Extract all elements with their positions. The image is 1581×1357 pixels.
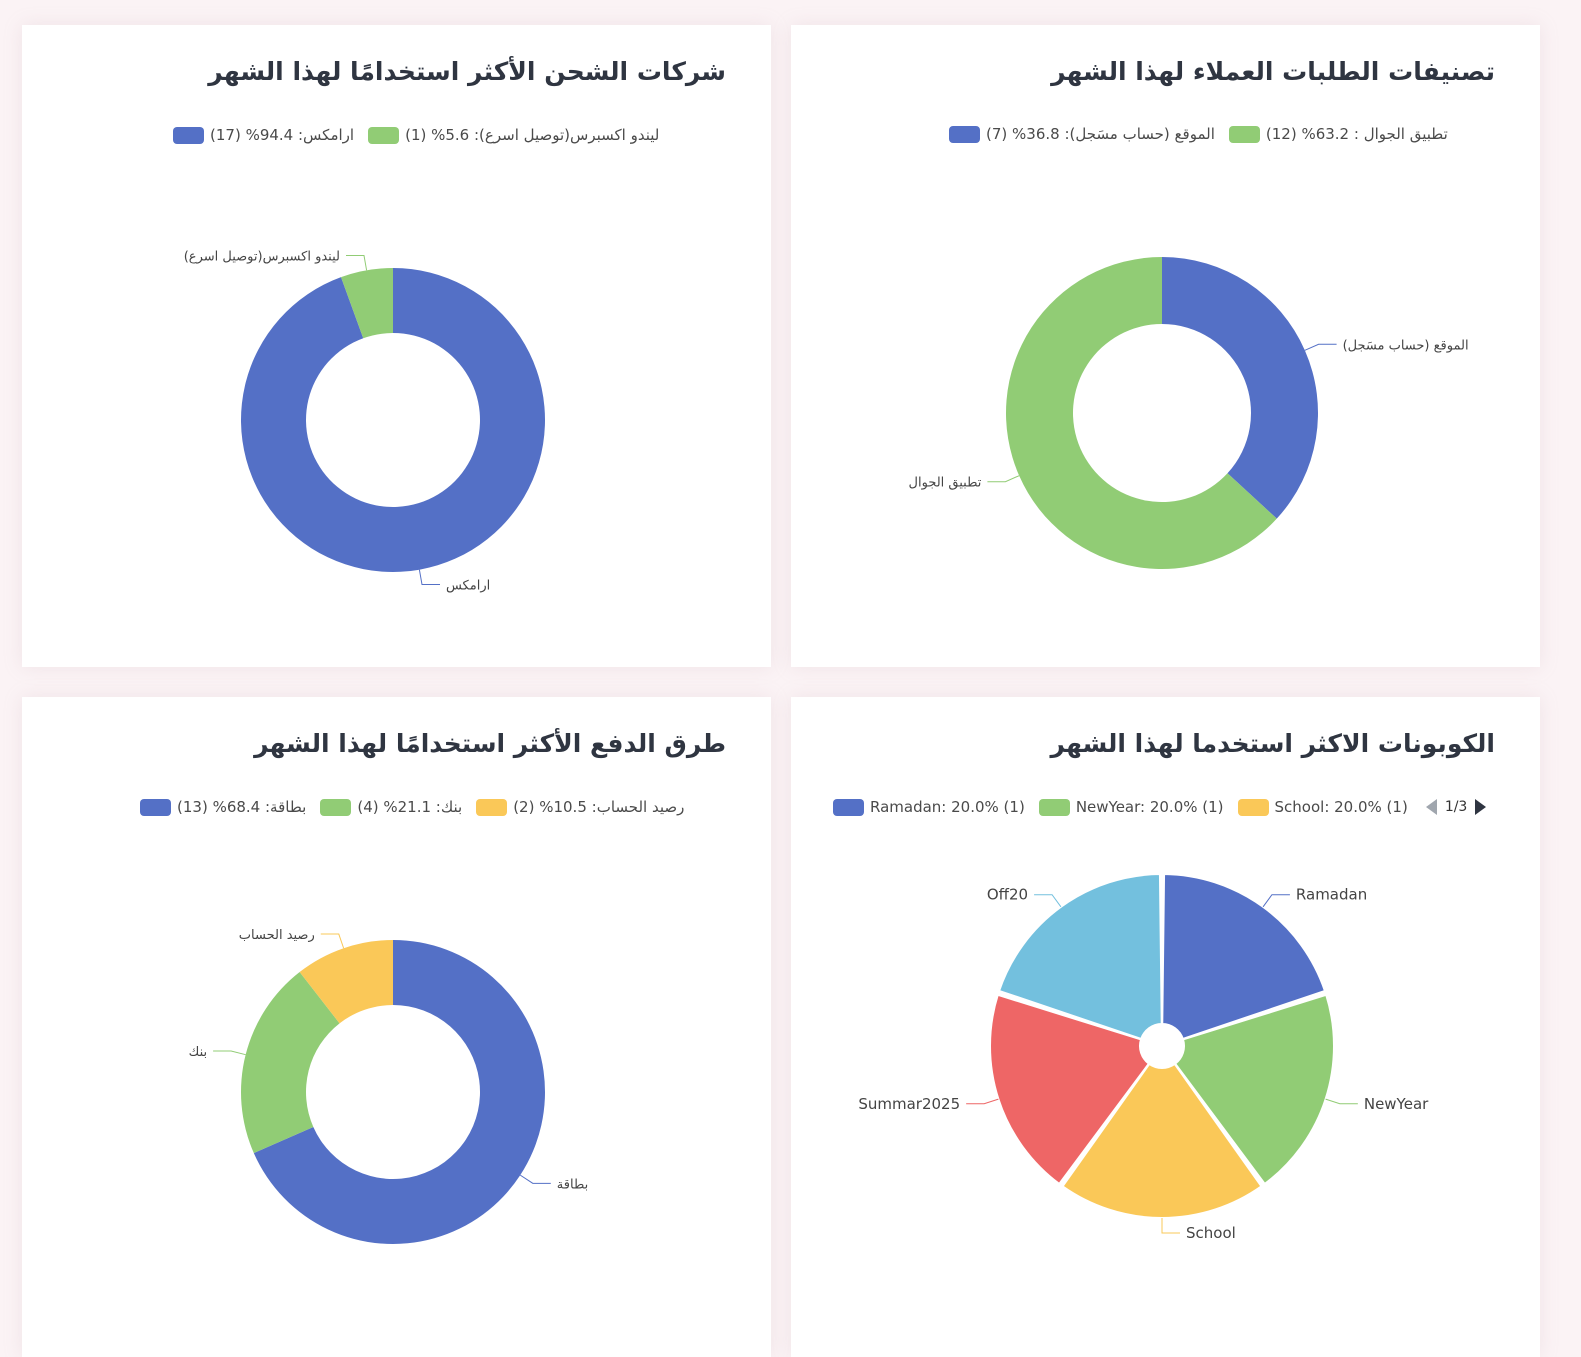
legend-text: NewYear: 20.0% (1) <box>1075 798 1224 816</box>
slice-label: Summar2025 <box>858 1095 960 1113</box>
card-title: شركات الشحن الأكثر استخدامًا لهذا الشهر <box>208 57 726 86</box>
legend-swatch <box>1237 798 1269 816</box>
pie-slice[interactable] <box>1162 257 1318 519</box>
pie-slice[interactable] <box>253 940 546 1244</box>
legend-item[interactable]: بطاقة: 68.4% (13) <box>140 798 306 816</box>
legend-item[interactable]: رصيد الحساب: 10.5% (2) <box>476 798 684 816</box>
pager-next-icon[interactable] <box>1475 799 1487 815</box>
label-line <box>418 569 440 585</box>
legend-item[interactable]: ليندو اكسبرس(توصيل اسرع): 5.6% (1) <box>368 126 659 144</box>
pie-slice[interactable] <box>241 972 340 1154</box>
chart-legend: ارامكس: 94.4% (17) ليندو اكسبرس(توصيل اس… <box>173 126 659 144</box>
chart-legend: Ramadan: 20.0% (1) NewYear: 20.0% (1) Sc… <box>833 798 1487 816</box>
card-title: تصنيفات الطلبات العملاء لهذا الشهر <box>1051 57 1495 86</box>
label-line <box>1034 894 1062 908</box>
slice-label: تطبيق الجوال <box>909 476 982 491</box>
legend-item[interactable]: الموقع (حساب مسَجل): 36.8% (7) <box>949 125 1215 143</box>
pie-slice[interactable] <box>341 268 393 339</box>
legend-item[interactable]: Ramadan: 20.0% (1) <box>833 798 1025 816</box>
legend-item[interactable]: تطبيق الجوال : 63.2% (12) <box>1228 125 1448 143</box>
slice-label: Off20 <box>987 886 1028 904</box>
legend-swatch <box>320 798 352 816</box>
pie-slice[interactable] <box>1173 993 1335 1186</box>
legend-text: بنك: 21.1% (4) <box>357 798 463 816</box>
label-line <box>346 255 368 271</box>
label-line <box>966 1098 999 1105</box>
legend-swatch <box>173 126 204 144</box>
slice-label: ارامكس <box>446 578 490 593</box>
slice-label: الموقع (حساب مسَجل) <box>1343 338 1469 353</box>
coupons-rose-chart: Ramadan NewYear School Summar2025 Off20 <box>858 872 1429 1242</box>
label-line <box>1304 343 1337 351</box>
pager-prev-icon[interactable] <box>1425 799 1437 815</box>
label-line <box>1325 1098 1358 1105</box>
card-title: الكوبونات الاكثر استخدما لهذا الشهر <box>1050 729 1495 758</box>
legend-pager: 1/3 <box>1425 799 1487 815</box>
legend-swatch <box>949 125 980 143</box>
pager-text: 1/3 <box>1444 799 1468 815</box>
slice-label: بطاقة <box>557 1177 588 1192</box>
slice-label: رصيد الحساب <box>239 928 315 943</box>
card-title: طرق الدفع الأكثر استخدامًا لهذا الشهر <box>254 729 726 758</box>
legend-item[interactable]: ارامكس: 94.4% (17) <box>173 126 354 144</box>
pie-slice[interactable] <box>241 268 545 572</box>
label-line <box>987 475 1020 483</box>
legend-text: الموقع (حساب مسَجل): 36.8% (7) <box>986 125 1215 143</box>
order-channels-chart-card: تصنيفات الطلبات العملاء لهذا الشهر الموق… <box>791 25 1540 667</box>
chart-legend: بطاقة: 68.4% (13) بنك: 21.1% (4) رصيد ال… <box>140 798 684 816</box>
chart-legend: الموقع (حساب مسَجل): 36.8% (7) تطبيق الج… <box>949 125 1448 143</box>
pie-slice[interactable] <box>989 993 1151 1186</box>
slice-label: Ramadan <box>1296 886 1367 904</box>
payment-methods-chart-card: طرق الدفع الأكثر استخدامًا لهذا الشهر بط… <box>22 697 771 1357</box>
pie-slice[interactable] <box>1006 257 1277 569</box>
pie-slice[interactable] <box>997 872 1163 1041</box>
legend-item[interactable]: School: 20.0% (1) <box>1237 798 1408 816</box>
legend-text: School: 20.0% (1) <box>1274 798 1408 816</box>
order-channels-donut-chart: الموقع (حساب مسَجل) تطبيق الجوال <box>909 257 1469 569</box>
shipping-donut-chart: ارامكس ليندو اكسبرس(توصيل اسرع) <box>184 250 545 593</box>
pie-slice[interactable] <box>299 940 393 1024</box>
legend-swatch <box>833 798 864 816</box>
legend-swatch <box>1038 798 1070 816</box>
coupons-chart-card: الكوبونات الاكثر استخدما لهذا الشهر Rama… <box>791 697 1540 1357</box>
legend-swatch <box>1228 125 1260 143</box>
slice-label: ليندو اكسبرس(توصيل اسرع) <box>184 250 340 265</box>
legend-swatch <box>368 126 400 144</box>
legend-item[interactable]: NewYear: 20.0% (1) <box>1038 798 1224 816</box>
label-line <box>519 1174 551 1184</box>
slice-label: بنك <box>189 1045 208 1060</box>
legend-swatch <box>476 798 508 816</box>
label-line <box>1262 894 1290 908</box>
legend-swatch <box>140 798 171 816</box>
label-line <box>320 933 345 949</box>
pie-slice[interactable] <box>1061 1062 1263 1219</box>
legend-text: ليندو اكسبرس(توصيل اسرع): 5.6% (1) <box>405 126 660 144</box>
payment-methods-donut-chart: بطاقة بنك رصيد الحساب <box>189 928 588 1244</box>
label-line <box>213 1050 246 1056</box>
shipping-chart-card: شركات الشحن الأكثر استخدامًا لهذا الشهر … <box>22 25 771 667</box>
legend-text: تطبيق الجوال : 63.2% (12) <box>1265 125 1448 143</box>
slice-label: NewYear <box>1364 1095 1429 1113</box>
legend-text: ارامكس: 94.4% (17) <box>210 126 355 144</box>
pie-slice[interactable] <box>1161 872 1327 1041</box>
legend-text: رصيد الحساب: 10.5% (2) <box>513 798 685 816</box>
legend-text: Ramadan: 20.0% (1) <box>870 798 1025 816</box>
legend-text: بطاقة: 68.4% (13) <box>177 798 307 816</box>
slice-label: School <box>1186 1224 1236 1242</box>
legend-item[interactable]: بنك: 21.1% (4) <box>320 798 462 816</box>
label-line <box>1161 1218 1180 1234</box>
